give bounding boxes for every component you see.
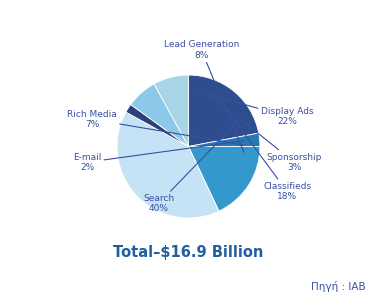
Wedge shape <box>188 133 260 147</box>
Text: Display Ads
22%: Display Ads 22% <box>199 92 313 126</box>
Text: Classifieds
18%: Classifieds 18% <box>220 100 311 201</box>
Wedge shape <box>131 84 188 147</box>
Text: Total–$16.9 Billion: Total–$16.9 Billion <box>113 245 264 260</box>
Text: E-mail
2%: E-mail 2% <box>73 141 244 172</box>
Text: Sponsorship
3%: Sponsorship 3% <box>211 95 322 172</box>
Text: Πηγή : IAB: Πηγή : IAB <box>311 281 366 292</box>
Title: % of 2006 Full-Year Revenues: % of 2006 Full-Year Revenues <box>85 0 292 3</box>
Text: Search
40%: Search 40% <box>143 121 238 213</box>
Wedge shape <box>126 105 188 147</box>
Wedge shape <box>154 75 188 147</box>
Wedge shape <box>188 75 259 147</box>
Text: Rich Media
7%: Rich Media 7% <box>67 110 244 145</box>
Wedge shape <box>117 112 219 218</box>
Text: Lead Generation
8%: Lead Generation 8% <box>164 40 244 152</box>
Wedge shape <box>188 147 260 211</box>
